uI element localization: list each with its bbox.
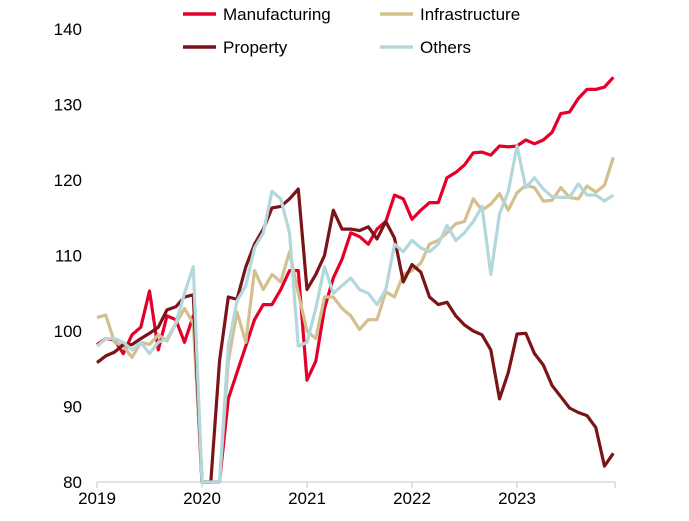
series-line-others bbox=[95, 144, 615, 484]
series-line-manufacturing bbox=[96, 76, 615, 484]
y-tick-label: 140 bbox=[54, 20, 82, 39]
x-axis: 2019 2020 2021 2022 2023 bbox=[78, 481, 616, 508]
y-tick-label: 120 bbox=[54, 171, 82, 190]
x-tick-label: 2023 bbox=[498, 489, 536, 508]
x-tick-label: 2019 bbox=[78, 489, 116, 508]
legend-label-property: Property bbox=[223, 38, 288, 57]
y-tick-label: 80 bbox=[63, 473, 82, 492]
legend-label-others: Others bbox=[420, 38, 471, 57]
y-tick-label: 110 bbox=[55, 247, 82, 266]
x-tick-label: 2022 bbox=[393, 489, 431, 508]
y-tick-label: 130 bbox=[54, 96, 82, 115]
y-tick-label: 100 bbox=[54, 322, 82, 341]
y-tick-label: 90 bbox=[63, 398, 82, 417]
legend: Manufacturing Infrastructure Property Other… bbox=[183, 5, 520, 57]
legend-label-manufacturing: Manufacturing bbox=[223, 5, 331, 24]
legend-label-infrastructure: Infrastructure bbox=[420, 5, 520, 24]
x-tick-label: 2021 bbox=[288, 489, 326, 508]
y-axis: 80 90 100 110 120 130 140 bbox=[54, 20, 82, 492]
series-lines bbox=[95, 76, 615, 484]
x-tick-label: 2020 bbox=[183, 489, 221, 508]
